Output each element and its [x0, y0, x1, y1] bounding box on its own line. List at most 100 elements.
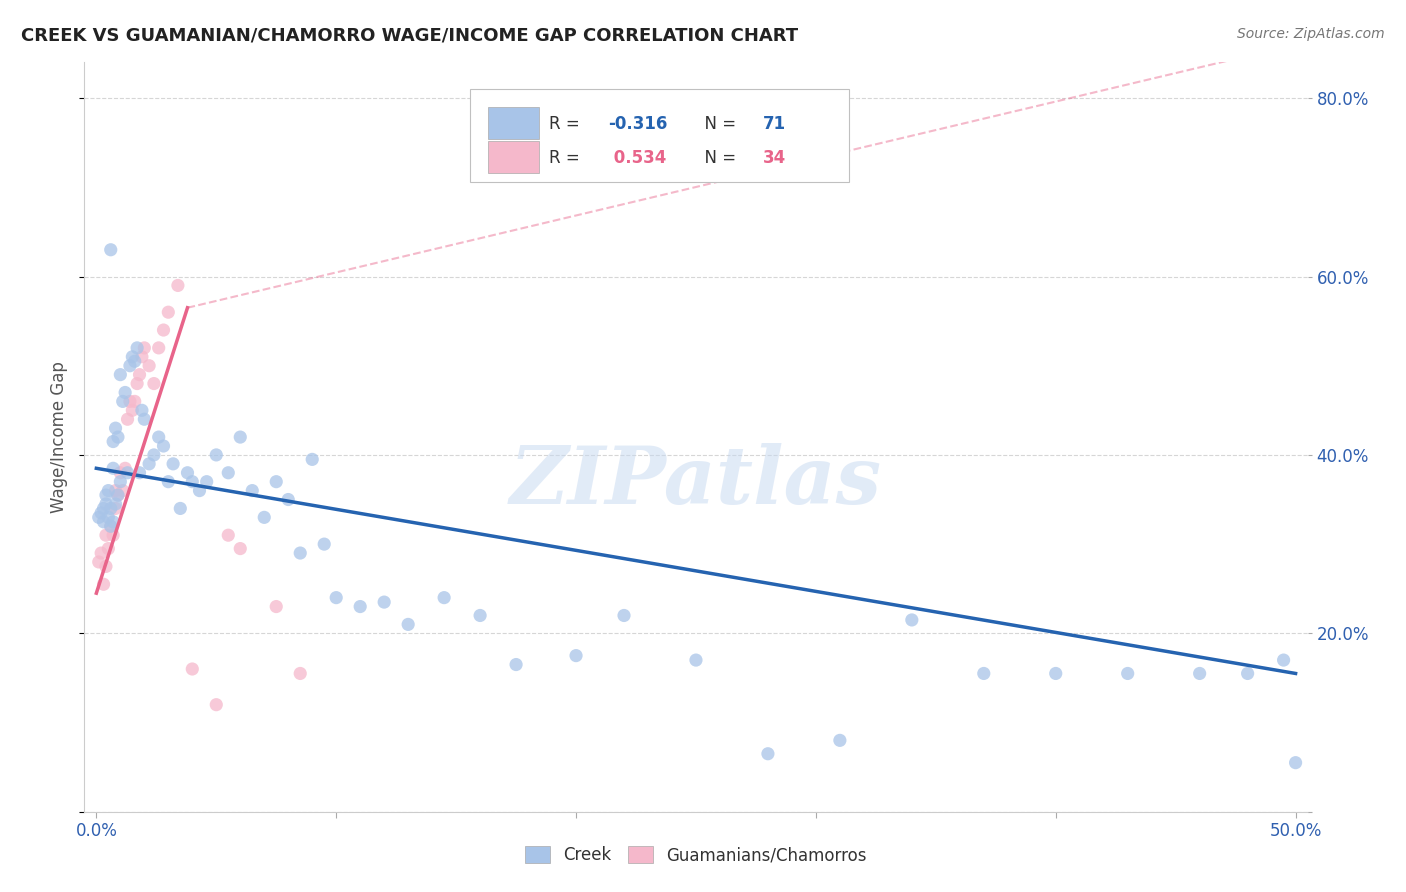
Point — [104, 483, 127, 498]
Point — [118, 359, 141, 373]
FancyBboxPatch shape — [488, 141, 540, 172]
Y-axis label: Wage/Income Gap: Wage/Income Gap — [51, 361, 69, 513]
Point — [94, 497, 117, 511]
Point — [117, 412, 139, 426]
Point — [167, 278, 190, 293]
Point — [128, 466, 150, 480]
Point — [101, 434, 124, 449]
Point — [1116, 666, 1139, 681]
Point — [142, 448, 165, 462]
Point — [685, 653, 707, 667]
Text: -0.316: -0.316 — [607, 115, 668, 133]
Point — [901, 613, 924, 627]
Point — [181, 475, 204, 489]
Point — [117, 466, 139, 480]
Point — [1045, 666, 1067, 681]
Point — [94, 528, 117, 542]
Point — [127, 376, 149, 391]
Point — [1188, 666, 1211, 681]
Point — [111, 483, 134, 498]
Point — [138, 457, 160, 471]
Point — [264, 475, 287, 489]
Point — [181, 662, 204, 676]
Point — [110, 466, 132, 480]
Point — [107, 488, 129, 502]
Point — [134, 341, 156, 355]
Point — [301, 452, 323, 467]
Point — [188, 483, 211, 498]
Point — [162, 457, 184, 471]
Text: N =: N = — [693, 115, 741, 133]
Point — [217, 466, 239, 480]
Point — [205, 698, 228, 712]
Point — [828, 733, 851, 747]
Point — [121, 403, 143, 417]
Point — [217, 528, 239, 542]
Text: CREEK VS GUAMANIAN/CHAMORRO WAGE/INCOME GAP CORRELATION CHART: CREEK VS GUAMANIAN/CHAMORRO WAGE/INCOME … — [21, 27, 799, 45]
Point — [101, 461, 124, 475]
Point — [111, 394, 134, 409]
Point — [101, 515, 124, 529]
Point — [756, 747, 779, 761]
Point — [93, 515, 115, 529]
Point — [110, 475, 132, 489]
Point — [110, 368, 132, 382]
Text: 0.534: 0.534 — [607, 149, 666, 167]
Text: ZIPatlas: ZIPatlas — [510, 443, 882, 521]
Point — [114, 461, 136, 475]
Point — [107, 488, 129, 502]
Text: 71: 71 — [763, 115, 786, 133]
Point — [118, 394, 141, 409]
Point — [134, 412, 156, 426]
FancyBboxPatch shape — [488, 107, 540, 139]
Point — [565, 648, 588, 663]
Point — [290, 666, 312, 681]
Point — [1236, 666, 1258, 681]
Text: 34: 34 — [763, 149, 786, 167]
Point — [433, 591, 456, 605]
Point — [314, 537, 336, 551]
Point — [87, 555, 110, 569]
Point — [152, 323, 174, 337]
Point — [104, 497, 127, 511]
Point — [124, 394, 146, 409]
Text: R =: R = — [550, 115, 585, 133]
Point — [277, 492, 299, 507]
Point — [325, 591, 347, 605]
Point — [1272, 653, 1295, 667]
Point — [505, 657, 527, 672]
Point — [240, 483, 263, 498]
Point — [107, 430, 129, 444]
Point — [100, 519, 122, 533]
Point — [100, 243, 122, 257]
Point — [176, 466, 198, 480]
Point — [93, 501, 115, 516]
Point — [128, 368, 150, 382]
Point — [97, 541, 120, 556]
Point — [104, 421, 127, 435]
Point — [396, 617, 419, 632]
Point — [148, 430, 170, 444]
Point — [349, 599, 371, 614]
Point — [229, 541, 252, 556]
Point — [253, 510, 276, 524]
Point — [121, 350, 143, 364]
Point — [157, 475, 180, 489]
Point — [100, 501, 122, 516]
Point — [142, 376, 165, 391]
Point — [138, 359, 160, 373]
Point — [104, 501, 127, 516]
Point — [152, 439, 174, 453]
Point — [290, 546, 312, 560]
Text: N =: N = — [693, 149, 741, 167]
Point — [1284, 756, 1306, 770]
Point — [87, 510, 110, 524]
Point — [114, 385, 136, 400]
FancyBboxPatch shape — [470, 88, 849, 182]
Point — [264, 599, 287, 614]
Point — [148, 341, 170, 355]
Point — [90, 546, 112, 560]
Point — [157, 305, 180, 319]
Point — [131, 403, 153, 417]
Point — [205, 448, 228, 462]
